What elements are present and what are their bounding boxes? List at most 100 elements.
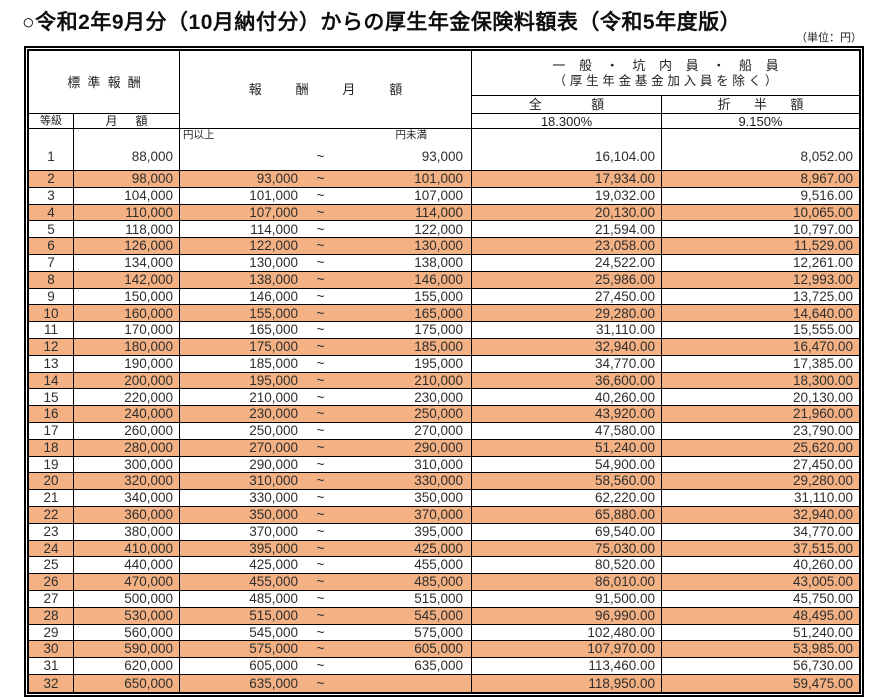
full-amount-cell: 91,500.00 <box>472 590 662 608</box>
range-lower: 107,000 <box>249 204 298 220</box>
range-lower: 185,000 <box>249 355 298 371</box>
range-lower: 138,000 <box>249 271 298 287</box>
remuneration-range-cell: 165,000 ~175,000 <box>180 322 472 339</box>
half-amount-cell: 9,516.00 <box>662 188 859 205</box>
monthly-spacer <box>74 129 180 143</box>
range-upper: 138,000 <box>414 255 463 271</box>
remuneration-range-cell: 575,000 ~605,000 <box>180 641 472 659</box>
monthly-amount-cell: 470,000 <box>74 574 180 591</box>
monthly-amount-cell: 98,000 <box>74 171 180 188</box>
range-separator: ~ <box>316 523 325 539</box>
remuneration-range-cell: 605,000 ~635,000 <box>180 658 472 675</box>
range-lower: 114,000 <box>250 221 298 237</box>
header-half-rate: 9.150% <box>662 114 859 129</box>
full-amount-cell: 51,240.00 <box>472 439 662 457</box>
half-amount-cell: 51,240.00 <box>662 625 859 642</box>
full-amount-cell: 62,220.00 <box>472 490 662 507</box>
monthly-amount-cell: 530,000 <box>74 607 180 625</box>
range-upper: 350,000 <box>414 490 463 506</box>
remuneration-range-cell: 545,000 ~575,000 <box>180 624 472 642</box>
monthly-amount-cell: 280,000 <box>74 439 180 457</box>
yen-or-more-label: 円以上 <box>183 129 215 141</box>
range-separator: ~ <box>316 339 325 355</box>
remuneration-range-cell: 310,000 ~330,000 <box>180 473 472 491</box>
range-separator: ~ <box>316 305 325 321</box>
grade-cell: 24 <box>29 540 74 558</box>
grade-cell: 31 <box>29 658 74 675</box>
half-amount-cell: 45,750.00 <box>662 591 859 608</box>
grade-cell: 8 <box>29 271 74 289</box>
header-category-line1: 一般・坑内員・船員 <box>552 57 793 73</box>
header-category-line2: （厚生年金基金加入員を除く） <box>553 73 782 88</box>
grade-cell: 10 <box>29 305 74 323</box>
range-lower: 330,000 <box>249 490 298 506</box>
grade-cell: 11 <box>29 322 74 339</box>
range-upper: 130,000 <box>414 238 463 254</box>
full-amount-cell: 23,058.00 <box>472 238 662 255</box>
grade-cell: 28 <box>29 607 74 625</box>
range-upper: 455,000 <box>414 557 463 573</box>
range-upper: 425,000 <box>414 540 463 556</box>
monthly-amount-cell: 180,000 <box>74 338 180 356</box>
half-amount-cell: 12,993.00 <box>662 271 859 289</box>
range-upper: 107,000 <box>414 187 463 203</box>
header-remuneration-monthly: 報酬月額 <box>180 51 472 129</box>
grade-cell: 5 <box>29 221 74 239</box>
range-lower: 122,000 <box>249 238 298 254</box>
remuneration-range-cell: 195,000 ~210,000 <box>180 372 472 390</box>
range-upper: 635,000 <box>414 658 463 674</box>
full-amount-cell: 80,520.00 <box>472 557 662 575</box>
range-upper: 122,000 <box>414 221 463 237</box>
full-amount-cell: 69,540.00 <box>472 523 662 541</box>
remuneration-range-cell: 155,000 ~165,000 <box>180 305 472 323</box>
monthly-amount-cell: 560,000 <box>74 624 180 642</box>
range-separator: ~ <box>316 574 325 590</box>
full-amount-cell: 29,280.00 <box>472 305 662 323</box>
full-spacer <box>472 129 662 143</box>
range-separator: ~ <box>316 439 325 455</box>
grade-cell: 1 <box>29 143 74 171</box>
header-monthly-amount: 月額 <box>74 114 180 129</box>
header-category: 一般・坑内員・船員 （厚生年金基金加入員を除く） <box>472 51 859 96</box>
monthly-amount-cell: 500,000 <box>74 590 180 608</box>
remuneration-range-cell: 138,000 ~146,000 <box>180 271 472 289</box>
monthly-amount-cell: 300,000 <box>74 456 180 474</box>
monthly-amount-cell: 320,000 <box>74 473 180 491</box>
grade-cell: 26 <box>29 574 74 591</box>
range-lower: 101,000 <box>249 187 298 203</box>
grade-cell: 2 <box>29 171 74 188</box>
remuneration-range-cell: 350,000 ~370,000 <box>180 506 472 524</box>
monthly-amount-cell: 650,000 <box>74 674 180 692</box>
range-upper: 605,000 <box>414 641 463 657</box>
monthly-amount-cell: 220,000 <box>74 389 180 407</box>
grade-cell: 25 <box>29 557 74 575</box>
grade-cell: 16 <box>29 406 74 423</box>
half-amount-cell: 59,475.00 <box>662 674 859 692</box>
range-lower: 230,000 <box>249 406 298 422</box>
half-amount-cell: 16,470.00 <box>662 338 859 356</box>
remuneration-range-cell: 114,000 ~122,000 <box>180 221 472 239</box>
half-amount-cell: 48,495.00 <box>662 607 859 625</box>
header-full-rate: 18.300% <box>472 114 662 129</box>
remuneration-range-cell: 395,000 ~425,000 <box>180 540 472 558</box>
full-amount-cell: 107,970.00 <box>472 641 662 659</box>
full-amount-cell: 36,600.00 <box>472 372 662 390</box>
half-amount-cell: 11,529.00 <box>662 238 859 255</box>
range-lower: 545,000 <box>249 624 298 640</box>
monthly-amount-cell: 126,000 <box>74 238 180 255</box>
range-separator: ~ <box>316 406 325 422</box>
header-grade: 等級 <box>29 114 74 129</box>
monthly-amount-cell: 142,000 <box>74 271 180 289</box>
full-amount-cell: 54,900.00 <box>472 456 662 474</box>
yen-less-than-label: 円未満 <box>395 129 428 141</box>
range-upper: 250,000 <box>414 406 463 422</box>
header-half-amount: 折半額 <box>662 96 859 114</box>
range-upper: 146,000 <box>414 271 463 287</box>
half-amount-cell: 18,300.00 <box>662 372 859 390</box>
grade-cell: 17 <box>29 422 74 440</box>
range-lower: 130,000 <box>249 255 298 271</box>
remuneration-range-cell: 635,000 ~ <box>180 674 472 692</box>
range-lower: 515,000 <box>249 607 298 623</box>
half-amount-cell: 53,985.00 <box>662 641 859 659</box>
range-separator: ~ <box>316 238 325 254</box>
